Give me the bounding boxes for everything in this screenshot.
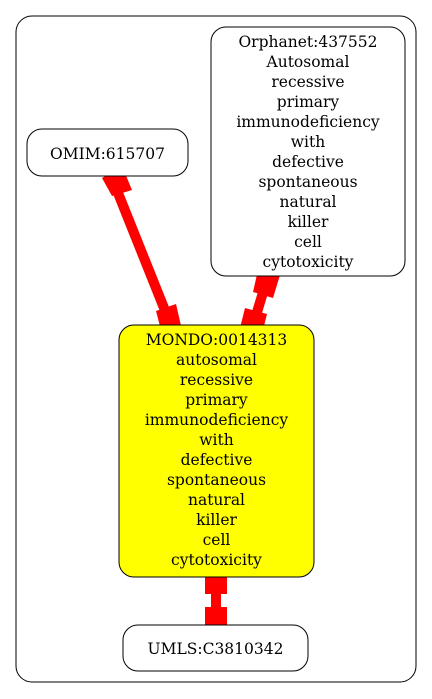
node-orphanet-line: Orphanet:437552 <box>238 33 377 51</box>
node-orphanet-line: defective <box>272 153 344 171</box>
node-mondo-line: primary <box>185 391 248 409</box>
node-orphanet[interactable]: Orphanet:437552 Autosomal recessive primary… <box>210 26 406 277</box>
node-mondo-line: defective <box>181 451 253 469</box>
node-mondo-line: with <box>199 431 233 449</box>
edge-arrow-orphanet-end <box>253 270 280 298</box>
node-mondo-line: immunodeficiency <box>145 411 289 429</box>
node-mondo-label: MONDO:0014313 autosomal recessive primary im… <box>145 331 289 569</box>
node-orphanet-line: natural <box>279 193 336 211</box>
node-mondo-line: natural <box>188 491 245 509</box>
edge-arrow-umls-top <box>205 607 227 629</box>
node-mondo-line: cytotoxicity <box>171 551 262 569</box>
node-mondo-line: recessive <box>180 371 253 389</box>
node-mondo-line: spontaneous <box>167 471 266 489</box>
node-orphanet-line: cytotoxicity <box>263 253 354 271</box>
node-orphanet-line: cell <box>294 233 322 251</box>
node-omim-line: OMIM:615707 <box>50 145 165 163</box>
node-orphanet-line: immunodeficiency <box>236 113 380 131</box>
node-orphanet-line: Autosomal <box>266 53 350 71</box>
node-orphanet-line: killer <box>288 213 329 231</box>
node-umls-label: UMLS:C3810342 <box>148 640 284 658</box>
node-omim[interactable]: OMIM:615707 <box>26 128 189 177</box>
node-mondo-line: cell <box>203 531 231 549</box>
node-orphanet-line: spontaneous <box>258 173 357 191</box>
node-umls[interactable]: UMLS:C3810342 <box>122 624 309 672</box>
node-orphanet-line: with <box>291 133 325 151</box>
node-mondo[interactable]: MONDO:0014313 autosomal recessive primary im… <box>118 324 315 578</box>
node-mondo-line: killer <box>196 511 237 529</box>
node-orphanet-line: recessive <box>271 73 344 91</box>
node-orphanet-label: Orphanet:437552 Autosomal recessive primary… <box>236 33 380 271</box>
node-umls-line: UMLS:C3810342 <box>148 640 284 658</box>
node-omim-label: OMIM:615707 <box>50 145 165 163</box>
node-mondo-line: MONDO:0014313 <box>146 331 288 349</box>
node-orphanet-line: primary <box>277 93 340 111</box>
node-mondo-line: autosomal <box>176 351 257 369</box>
